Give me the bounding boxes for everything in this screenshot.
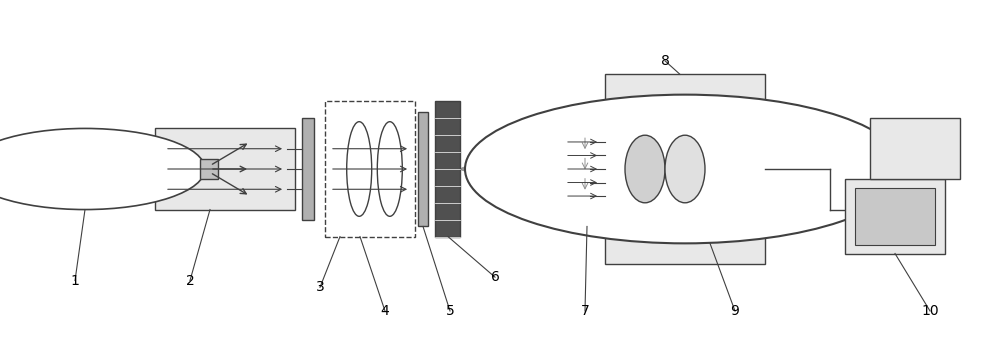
Text: 6: 6 <box>491 270 499 284</box>
Text: 5: 5 <box>446 304 454 318</box>
Bar <box>418 112 428 226</box>
Ellipse shape <box>377 122 402 216</box>
Bar <box>200 159 218 179</box>
Circle shape <box>465 95 905 243</box>
Text: 9: 9 <box>731 304 739 318</box>
Text: 8: 8 <box>661 54 669 68</box>
Bar <box>605 74 765 264</box>
Text: 1: 1 <box>71 273 79 288</box>
Text: 10: 10 <box>921 304 939 318</box>
Bar <box>845 179 945 254</box>
Circle shape <box>0 128 205 210</box>
Ellipse shape <box>665 135 705 203</box>
Text: 7: 7 <box>581 304 589 318</box>
Text: 3: 3 <box>316 280 324 294</box>
Bar <box>325 101 415 237</box>
Text: 2: 2 <box>186 273 194 288</box>
Text: 4: 4 <box>381 304 389 318</box>
Bar <box>855 188 935 245</box>
Bar <box>302 118 314 220</box>
Bar <box>435 101 460 237</box>
Ellipse shape <box>347 122 372 216</box>
Ellipse shape <box>625 135 665 203</box>
Bar <box>155 128 295 210</box>
Bar <box>580 112 592 226</box>
Bar <box>870 118 960 179</box>
